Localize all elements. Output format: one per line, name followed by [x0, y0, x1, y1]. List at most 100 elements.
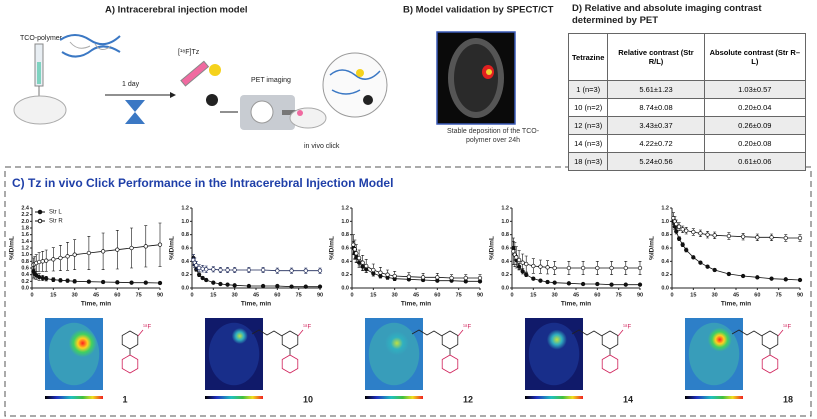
y-tick-label: 0.4 [341, 259, 350, 265]
side-chain [731, 329, 763, 337]
data-point [545, 265, 550, 270]
x-axis-label: Time, min [721, 301, 751, 308]
data-point [712, 233, 717, 238]
cell: 8.74±0.08 [607, 98, 705, 117]
data-point [580, 281, 586, 287]
y-tick-label: 1.0 [341, 219, 349, 225]
benzene-ring [761, 330, 779, 350]
data-point [691, 229, 696, 235]
cell: 12 (n=3) [567, 116, 609, 135]
syringe-illustration [13, 34, 121, 125]
label: PET imaging [251, 77, 291, 84]
color-bar [365, 396, 423, 399]
cell: 14 (n=3) [567, 134, 609, 153]
y-tick-label: 0.6 [661, 245, 669, 251]
data-point [303, 268, 308, 273]
data-point [356, 255, 362, 261]
x-tick-label: 15 [370, 292, 376, 298]
data-point [726, 233, 732, 239]
y-tick-label: 0.6 [21, 265, 29, 271]
header-cell: Tetrazine [567, 33, 609, 81]
mouse-illustration [289, 52, 388, 129]
y-tick-label: 0.6 [181, 245, 189, 251]
data-point [317, 268, 323, 273]
y-tick-label: 0.4 [21, 272, 30, 278]
series-line [353, 247, 480, 282]
pet-hotspot [707, 327, 732, 352]
data-point [246, 283, 252, 289]
data-point [225, 282, 230, 287]
y-tick-label: 1.6 [21, 232, 29, 238]
x-tick-label: 45 [733, 292, 739, 298]
data-point [44, 258, 49, 263]
x-axis-label: Time, min [401, 301, 431, 308]
data-point [72, 252, 77, 257]
data-point [100, 279, 106, 285]
y-axis-label: %ID/mL [9, 236, 16, 260]
x-tick-label: 75 [616, 292, 622, 298]
pet-hotspot [546, 329, 567, 350]
table-row: 12 (n=3) 3.43±0.37 0.26±0.09 [567, 116, 807, 135]
x-tick-label: 15 [530, 292, 536, 298]
color-bar [45, 396, 103, 399]
data-point [86, 250, 92, 256]
y-tick-label: 0.2 [181, 272, 189, 278]
x-tick-label: 45 [573, 292, 579, 298]
y-tick-label: 1.0 [181, 219, 189, 225]
data-point [289, 268, 294, 273]
x-tick-label: 0 [190, 292, 193, 298]
y-tick-label: 0.4 [501, 259, 510, 265]
compound-label: 10 [303, 394, 313, 404]
caption: Stable deposition of the TCO-polymer ove… [446, 128, 540, 144]
isotope-label: ¹⁸F [623, 324, 632, 331]
x-tick-label: 90 [637, 292, 643, 298]
hourglass [125, 100, 145, 124]
data-point [595, 265, 600, 271]
series-line [673, 217, 800, 239]
x-tick-label: 45 [253, 292, 259, 298]
data-point [115, 247, 120, 252]
data-point [36, 274, 42, 280]
data-point [684, 247, 689, 253]
data-point [65, 254, 70, 259]
bond [617, 329, 624, 337]
isotope-label: ¹⁸F [143, 324, 152, 331]
x-tick-label: 75 [456, 292, 462, 298]
panel-frame [4, 166, 812, 417]
y-tick-label: 0.8 [501, 232, 509, 238]
y-tick-label: 1.0 [661, 219, 669, 225]
x-tick-label: 90 [797, 292, 803, 298]
color-bar [685, 396, 743, 399]
cell: 0.20±0.08 [703, 134, 807, 153]
series-line [353, 244, 480, 279]
cell: 1.03±0.57 [703, 80, 807, 99]
data-point [698, 231, 703, 236]
data-point [552, 265, 557, 271]
data-point [797, 235, 803, 241]
data-point [769, 276, 774, 281]
x-tick-label: 0 [30, 292, 33, 298]
contrast-table: Tetrazine Relative contrast (Str R/L) Ab… [567, 33, 807, 171]
series-line [193, 257, 320, 288]
data-point [531, 276, 536, 281]
side-chain [251, 329, 283, 337]
x-tick-label: 75 [296, 292, 302, 298]
data-point [40, 275, 45, 281]
data-point [726, 271, 732, 277]
data-point [275, 283, 280, 289]
x-tick-label: 90 [317, 292, 323, 298]
x-tick-label: 30 [392, 292, 398, 298]
tetrazine-ring [601, 354, 619, 374]
x-tick-label: 75 [776, 292, 782, 298]
cell: 4.22±0.72 [607, 134, 705, 153]
data-point [352, 247, 357, 252]
data-point [211, 267, 216, 272]
y-tick-label: 1.2 [181, 205, 189, 211]
y-tick-label: 1.0 [21, 252, 29, 258]
data-point [705, 264, 710, 269]
data-point [218, 267, 223, 273]
data-point [51, 257, 56, 262]
x-tick-label: 15 [210, 292, 216, 298]
data-point [705, 232, 710, 237]
y-axis-label: %ID/mL [169, 236, 176, 260]
